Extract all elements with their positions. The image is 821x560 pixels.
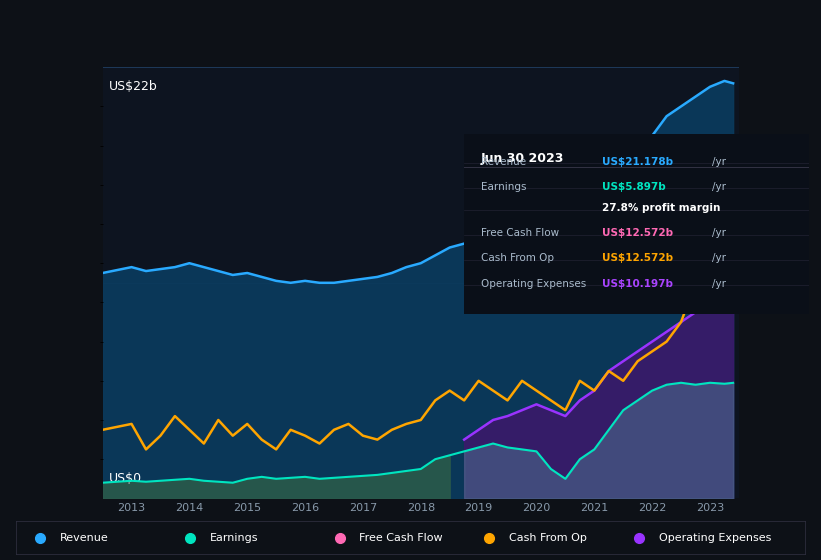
- Text: Jun 30 2023: Jun 30 2023: [481, 152, 565, 165]
- Text: Revenue: Revenue: [481, 157, 526, 167]
- Text: Cash From Op: Cash From Op: [509, 533, 587, 543]
- Text: Free Cash Flow: Free Cash Flow: [481, 228, 559, 239]
- Text: Operating Expenses: Operating Expenses: [658, 533, 771, 543]
- Text: US$5.897b: US$5.897b: [602, 182, 666, 192]
- Text: Revenue: Revenue: [60, 533, 108, 543]
- Text: US$12.572b: US$12.572b: [602, 228, 673, 239]
- Text: Operating Expenses: Operating Expenses: [481, 278, 586, 288]
- Text: US$21.178b: US$21.178b: [602, 157, 673, 167]
- Text: 27.8% profit margin: 27.8% profit margin: [602, 203, 720, 213]
- Text: Cash From Op: Cash From Op: [481, 254, 554, 263]
- Text: Earnings: Earnings: [481, 182, 526, 192]
- Text: Free Cash Flow: Free Cash Flow: [360, 533, 443, 543]
- Text: /yr: /yr: [712, 157, 726, 167]
- Text: US$22b: US$22b: [109, 80, 158, 93]
- Text: US$10.197b: US$10.197b: [602, 278, 672, 288]
- Text: /yr: /yr: [712, 228, 726, 239]
- Text: US$0: US$0: [109, 473, 142, 486]
- Text: /yr: /yr: [712, 182, 726, 192]
- Text: /yr: /yr: [712, 254, 726, 263]
- Text: US$12.572b: US$12.572b: [602, 254, 673, 263]
- Text: Earnings: Earnings: [209, 533, 258, 543]
- Text: /yr: /yr: [712, 278, 726, 288]
